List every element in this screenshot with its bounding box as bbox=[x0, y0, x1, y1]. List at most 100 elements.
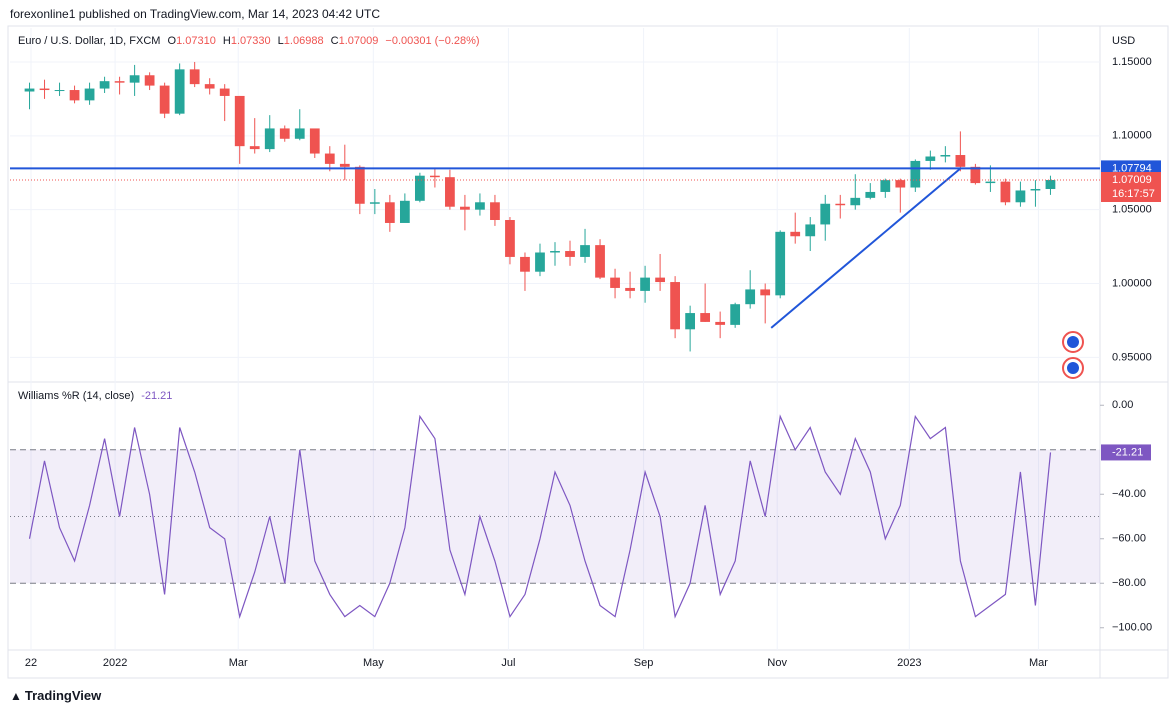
countdown: 16:17:57 bbox=[1112, 188, 1155, 200]
candle-body bbox=[505, 220, 515, 257]
x-tick-label: Jul bbox=[501, 657, 515, 669]
symbol-title: Euro / U.S. Dollar, 1D, FXCM bbox=[18, 35, 161, 47]
y-tick-label: −40.00 bbox=[1112, 488, 1146, 500]
candle-body bbox=[1015, 190, 1026, 203]
candle-body bbox=[565, 251, 575, 257]
candle-body bbox=[535, 252, 545, 272]
candle-body bbox=[970, 166, 981, 184]
candle-body bbox=[475, 202, 485, 210]
candle-body bbox=[369, 202, 380, 204]
candle-body bbox=[580, 245, 590, 257]
candle-body bbox=[760, 289, 771, 296]
x-tick-label: Nov bbox=[767, 657, 787, 669]
candle-body bbox=[414, 175, 425, 201]
candle-body bbox=[234, 95, 245, 147]
brand-logo: ▲ bbox=[10, 689, 22, 703]
candle-body bbox=[39, 88, 50, 91]
y-tick-label: −100.00 bbox=[1112, 622, 1152, 634]
candle-body bbox=[460, 206, 470, 210]
candle-body bbox=[670, 282, 680, 330]
price-label-box bbox=[1101, 171, 1161, 202]
y-tick-label: 0.95000 bbox=[1112, 351, 1152, 363]
candle-body bbox=[655, 277, 665, 283]
candle-body bbox=[309, 128, 320, 154]
candle-body bbox=[1000, 181, 1011, 203]
publisher-line: forexonline1 published on TradingView.co… bbox=[10, 7, 381, 21]
candle-body bbox=[354, 166, 365, 204]
candle-body bbox=[294, 128, 305, 139]
candle-body bbox=[219, 88, 230, 96]
candle-body bbox=[610, 277, 620, 288]
candle-body bbox=[279, 128, 290, 139]
x-tick-label: Sep bbox=[634, 657, 654, 669]
candle-body bbox=[129, 75, 140, 83]
ohlc-value: 1.07330 bbox=[230, 35, 271, 47]
candle-body bbox=[550, 251, 560, 253]
y-tick-label: 1.10000 bbox=[1112, 130, 1152, 142]
candle-body bbox=[520, 256, 530, 272]
x-tick-label: 22 bbox=[25, 657, 37, 669]
x-tick-label: Mar bbox=[1029, 657, 1048, 669]
currency-icon-inner bbox=[1067, 336, 1079, 348]
y-tick-label: 1.05000 bbox=[1112, 204, 1152, 216]
candle-body bbox=[1030, 188, 1041, 191]
indicator-value: -21.21 bbox=[141, 390, 173, 402]
currency-icon-inner bbox=[1067, 362, 1079, 374]
candle-body bbox=[880, 180, 891, 192]
candle-body bbox=[204, 84, 215, 89]
trendline bbox=[770, 167, 962, 329]
candle-body bbox=[820, 203, 831, 225]
candle-body bbox=[775, 231, 786, 296]
candle-body bbox=[249, 146, 260, 150]
indicator-line bbox=[28, 414, 1052, 619]
ohlc-value: 1.06988 bbox=[283, 35, 324, 47]
candle-body bbox=[625, 287, 635, 291]
ohlc-value: 1.07310 bbox=[176, 35, 216, 47]
candle-body bbox=[99, 81, 110, 89]
candle-body bbox=[685, 313, 696, 330]
ohlc-value: 1.07009 bbox=[338, 35, 379, 47]
candle-body bbox=[715, 321, 726, 325]
candle-body bbox=[324, 153, 335, 164]
y-tick-label: 1.15000 bbox=[1112, 56, 1152, 68]
indicator-title: Williams %R (14, close) bbox=[18, 390, 135, 402]
x-tick-label: Mar bbox=[229, 657, 248, 669]
candle-body bbox=[114, 81, 125, 83]
candle-body bbox=[490, 202, 500, 221]
candle-body bbox=[805, 224, 816, 237]
candle-body bbox=[895, 180, 906, 188]
candle-body bbox=[339, 163, 350, 167]
y-tick-label: −60.00 bbox=[1112, 533, 1146, 545]
frame bbox=[7, 25, 1169, 679]
candle-body bbox=[595, 245, 605, 278]
indicator-label: -21.21 bbox=[1112, 446, 1143, 458]
candle-body bbox=[84, 88, 95, 101]
ohlc-label: C bbox=[330, 35, 339, 47]
x-tick-label: 2022 bbox=[103, 657, 127, 669]
hline-label: 1.07794 bbox=[1112, 162, 1152, 174]
candle-body bbox=[865, 191, 876, 198]
ohlc-label: O bbox=[167, 35, 177, 47]
indicator-label-box bbox=[1101, 444, 1151, 461]
candle-body bbox=[264, 128, 275, 150]
candle-body bbox=[430, 175, 440, 178]
currency: USD bbox=[1112, 35, 1136, 47]
candle-body bbox=[69, 90, 80, 101]
candle-body bbox=[445, 177, 455, 207]
candle-body bbox=[24, 88, 35, 92]
candle-body bbox=[925, 156, 936, 161]
x-tick-label: 2023 bbox=[897, 657, 921, 669]
x-tick-label: May bbox=[363, 657, 384, 669]
candle-body bbox=[54, 90, 65, 92]
indicator-legend: Williams %R (14, close) -21.21 bbox=[18, 390, 176, 402]
ohlc-label: L bbox=[277, 35, 284, 47]
candle-body bbox=[910, 160, 921, 188]
candle-body bbox=[144, 75, 155, 86]
candle-body bbox=[174, 69, 185, 114]
candle-body bbox=[790, 231, 801, 237]
brand-name: TradingView bbox=[24, 688, 102, 703]
candle-body bbox=[985, 181, 996, 184]
candle-body bbox=[730, 304, 741, 325]
